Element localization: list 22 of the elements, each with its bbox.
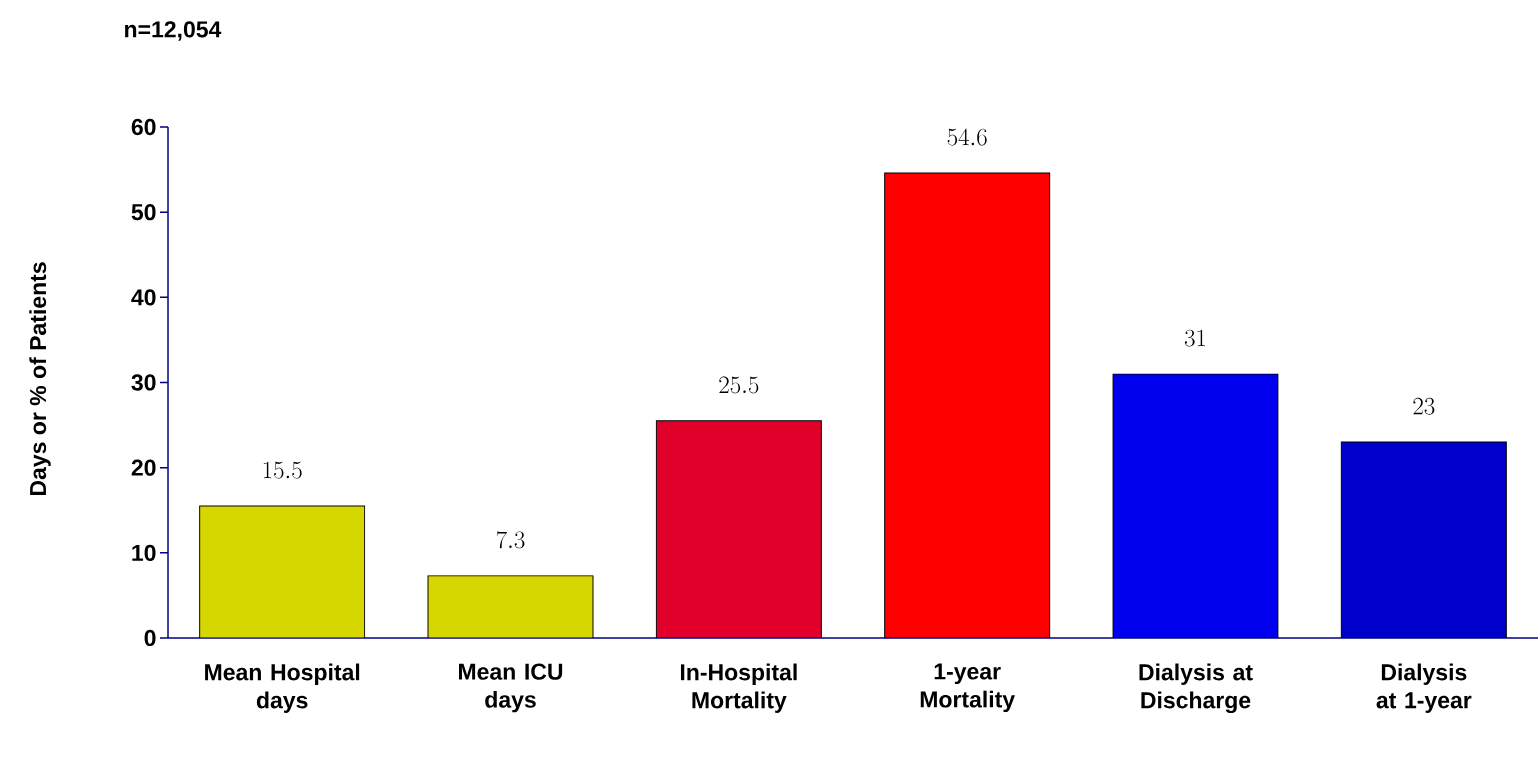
y-tick-label: 30 bbox=[131, 374, 156, 391]
x-tick-label: Dialysis at Discharge bbox=[1139, 663, 1253, 714]
data-label: 25.5 bbox=[719, 376, 759, 394]
y-tick-label: 10 bbox=[132, 544, 156, 561]
data-label: 7.3 bbox=[496, 531, 525, 549]
y-tick-label: 20 bbox=[131, 459, 156, 476]
y-tick-label: 40 bbox=[131, 289, 156, 306]
data-label: 31 bbox=[1184, 329, 1206, 347]
y-axis-title: Days or % of Patients bbox=[29, 262, 51, 496]
y-tick-label: 0 bbox=[144, 629, 156, 647]
x-tick-label: Mean Hospital days bbox=[205, 663, 360, 713]
y-tick-label: 50 bbox=[131, 204, 156, 221]
x-tick-label: Mean ICU days bbox=[459, 663, 563, 713]
x-tick-label: 1-year Mortality bbox=[920, 663, 1015, 713]
x-tick-label: Dialysis at 1-year bbox=[1376, 663, 1472, 713]
data-label: 23 bbox=[1413, 397, 1435, 415]
data-label: 54.6 bbox=[947, 128, 987, 146]
y-tick-label: 60 bbox=[131, 118, 156, 136]
x-tick-label: In-Hospital Mortality bbox=[680, 663, 797, 713]
data-label: 15.5 bbox=[263, 461, 302, 479]
bar bbox=[1112, 373, 1279, 638]
text: n=12,054 bbox=[125, 21, 222, 41]
